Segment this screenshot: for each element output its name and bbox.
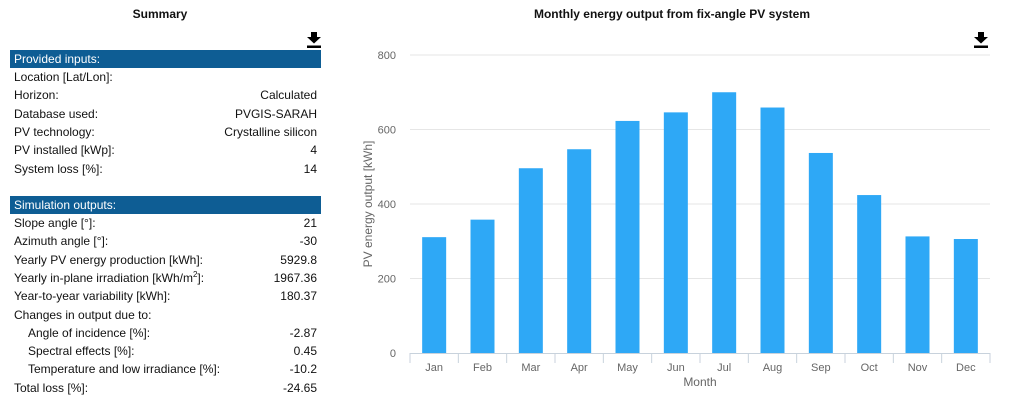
- x-tick-label: Apr: [571, 362, 588, 374]
- x-tick-label: Sep: [811, 362, 831, 374]
- row-value: -30: [299, 234, 317, 249]
- row-label: Yearly in-plane irradiation [kWh/m2]:: [14, 269, 204, 287]
- summary-row: Spectral effects [%]: 0.45: [10, 342, 321, 360]
- row-label: Spectral effects [%]:: [28, 344, 135, 359]
- y-tick-label: 0: [390, 348, 396, 360]
- summary-row: Angle of incidence [%]: -2.87: [10, 324, 321, 342]
- x-tick-label: Jul: [717, 362, 731, 374]
- x-tick-label: May: [617, 362, 638, 374]
- x-tick-label: Aug: [763, 362, 783, 374]
- x-axis-title: Month: [683, 375, 716, 389]
- bar-mar: [518, 168, 543, 353]
- bar-nov: [905, 236, 930, 353]
- summary-row: Total loss [%]: -24.65: [10, 379, 321, 397]
- row-label: PV installed [kWp]:: [14, 143, 115, 158]
- row-label: Azimuth angle [°]:: [14, 234, 109, 249]
- chart-download-icon[interactable]: [973, 31, 989, 49]
- summary-row: Database used: PVGIS-SARAH: [10, 105, 321, 123]
- y-axis-title: PV energy output [kWh]: [361, 141, 375, 268]
- row-value: -10.2: [289, 362, 317, 377]
- row-label-prefix: Yearly in-plane irradiation [kWh/m: [14, 270, 193, 285]
- row-label: PV technology:: [14, 124, 95, 139]
- row-value: 21: [303, 216, 317, 230]
- row-label: Angle of incidence [%]:: [28, 325, 151, 340]
- x-tick-label: Feb: [473, 362, 492, 374]
- summary-row: Horizon: Calculated: [10, 86, 321, 104]
- row-label: Year-to-year variability [kWh]:: [14, 289, 171, 304]
- row-value: 5929.8: [280, 252, 317, 267]
- summary-row: System loss [%]: 14: [10, 160, 321, 178]
- row-label: Location [Lat/Lon]:: [14, 70, 113, 84]
- summary-row: Yearly in-plane irradiation [kWh/m2]: 196…: [10, 269, 321, 287]
- row-value: 180.37: [280, 289, 317, 304]
- summary-row: Slope angle [°]: 21: [10, 214, 321, 232]
- bar-feb: [470, 219, 495, 353]
- row-value: -24.65: [282, 380, 317, 395]
- bar-oct: [857, 195, 882, 353]
- row-value: 14: [303, 161, 317, 176]
- row-value: -2.87: [289, 325, 317, 340]
- summary-row: Temperature and low irradiance [%]: -10.2: [10, 360, 321, 378]
- x-tick-label: Jan: [425, 362, 443, 374]
- x-tick-label: Oct: [861, 362, 878, 374]
- row-label: Total loss [%]:: [14, 380, 89, 395]
- bar-jul: [712, 92, 737, 353]
- row-label: Horizon:: [14, 88, 59, 103]
- y-tick-label: 400: [378, 199, 396, 211]
- x-tick-label: Jun: [667, 362, 685, 374]
- row-label: System loss [%]:: [14, 161, 103, 176]
- bar-sep: [808, 152, 833, 353]
- summary-row: Year-to-year variability [kWh]: 180.37: [10, 287, 321, 305]
- bar-apr: [567, 149, 592, 353]
- summary-row: Yearly PV energy production [kWh]: 5929.8: [10, 251, 321, 269]
- row-label: Slope angle [°]:: [14, 216, 96, 230]
- bar-jan: [422, 237, 447, 353]
- y-tick-label: 200: [378, 274, 396, 286]
- row-label: Yearly PV energy production [kWh]:: [14, 252, 203, 267]
- row-label: Temperature and low irradiance [%]:: [28, 362, 221, 377]
- row-value: 0.45: [293, 344, 317, 359]
- y-tick-label: 800: [378, 50, 396, 62]
- provided-inputs-header: Provided inputs:: [10, 50, 321, 68]
- row-value: 1967.36: [273, 270, 317, 285]
- row-value: Calculated: [260, 88, 317, 103]
- bar-aug: [760, 107, 785, 354]
- summary-row: Azimuth angle [°]: -30: [10, 232, 321, 250]
- row-value: 4: [310, 143, 317, 158]
- row-value: PVGIS-SARAH: [234, 106, 317, 121]
- chart-title: Monthly energy output from fix-angle PV …: [533, 7, 811, 21]
- x-tick-label: Mar: [521, 362, 540, 374]
- x-tick-label: Nov: [908, 362, 928, 374]
- y-tick-label: 600: [378, 125, 396, 137]
- x-tick-label: Dec: [956, 362, 976, 374]
- summary-row: Location [Lat/Lon]:: [10, 68, 321, 86]
- monthly-energy-chart: 0 200 400 600 800 Jan Feb Mar Apr May Jun Jul Aug Sep…: [361, 50, 991, 389]
- summary-row: PV technology: Crystalline silicon: [10, 123, 321, 141]
- row-label: Database used:: [14, 106, 99, 121]
- bar-jun: [663, 112, 688, 354]
- row-label-suffix: ]:: [197, 270, 205, 285]
- bar-may: [615, 120, 640, 354]
- bar-dec: [953, 239, 978, 353]
- summary-row: PV installed [kWp]: 4: [10, 141, 321, 159]
- row-label: Changes in output due to:: [14, 307, 152, 322]
- simulation-outputs-header: Simulation outputs:: [10, 196, 321, 214]
- summary-title: Summary: [132, 7, 188, 21]
- download-icon[interactable]: [306, 31, 322, 49]
- row-label-superscript: 2: [192, 269, 198, 279]
- summary-row: Changes in output due to:: [10, 306, 321, 324]
- row-value: Crystalline silicon: [224, 124, 317, 139]
